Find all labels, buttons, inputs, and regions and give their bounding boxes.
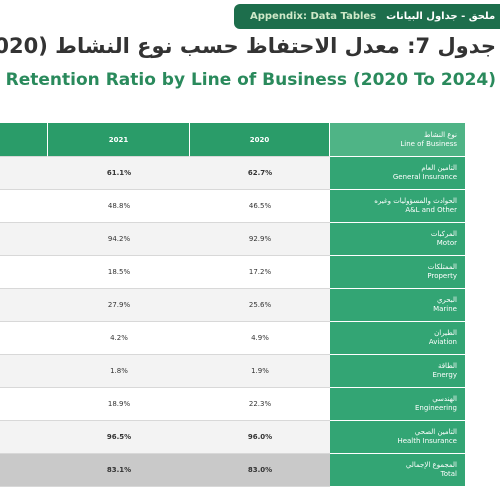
row-label-english: Engineering bbox=[415, 404, 457, 412]
row-label-english: Motor bbox=[436, 239, 457, 247]
row-label-english: Marine bbox=[433, 305, 457, 313]
value-cell: 46.5% bbox=[190, 190, 330, 223]
value-cell: 25.6% bbox=[190, 289, 330, 322]
row-cell bbox=[0, 256, 48, 289]
row-label-arabic: الممتلكات bbox=[427, 263, 457, 271]
value-cell: 4.2% bbox=[48, 322, 190, 355]
label-header: نوع النشاط Line of Business bbox=[330, 123, 465, 157]
row-label: الهندسي Engineering bbox=[330, 388, 465, 421]
value-cell: 1.9% bbox=[190, 355, 330, 388]
row-label: المجموع الإجمالي Total bbox=[330, 454, 465, 487]
row-cell bbox=[0, 421, 48, 454]
value-cell: 48.8% bbox=[48, 190, 190, 223]
row-label-arabic: التامين الصحي bbox=[414, 428, 457, 436]
row-cell bbox=[0, 223, 48, 256]
value-cell: 94.2% bbox=[48, 223, 190, 256]
value-cell: 4.9% bbox=[190, 322, 330, 355]
header-english: Appendix: Data Tables bbox=[250, 11, 377, 22]
label-header-english: Line of Business bbox=[400, 139, 457, 148]
row-label: الحوادث والمسؤوليات وغيره A&L and Other bbox=[330, 190, 465, 223]
row-label-english: Property bbox=[427, 272, 457, 280]
row-cell bbox=[0, 157, 48, 190]
row-cell bbox=[0, 190, 48, 223]
row-label-arabic: الطاقة bbox=[437, 362, 457, 370]
row-label: الممتلكات Property bbox=[330, 256, 465, 289]
value-cell: 17.2% bbox=[190, 256, 330, 289]
row-label-arabic: الطيران bbox=[434, 329, 457, 337]
column-header: 2020 bbox=[190, 123, 330, 157]
value-cell: 62.7% bbox=[190, 157, 330, 190]
value-cell: 18.5% bbox=[48, 256, 190, 289]
value-cell: 61.1% bbox=[48, 157, 190, 190]
value-cell: 83.0% bbox=[190, 454, 330, 487]
row-label: الطيران Aviation bbox=[330, 322, 465, 355]
row-label-arabic: الهندسي bbox=[432, 395, 457, 403]
value-cell: 18.9% bbox=[48, 388, 190, 421]
row-label-arabic: التامين العام bbox=[421, 164, 457, 172]
row-cell bbox=[0, 289, 48, 322]
label-header-arabic: نوع النشاط bbox=[423, 130, 457, 139]
row-label: التامين العام General Insurance bbox=[330, 157, 465, 190]
row-label-arabic: المركبات bbox=[430, 230, 457, 238]
value-cell: 96.0% bbox=[190, 421, 330, 454]
row-label: التامين الصحي Health Insurance bbox=[330, 421, 465, 454]
row-cell bbox=[0, 322, 48, 355]
row-label-english: Energy bbox=[432, 371, 457, 379]
value-cell: 83.1% bbox=[48, 454, 190, 487]
value-cell: 92.9% bbox=[190, 223, 330, 256]
row-label-english: Health Insurance bbox=[397, 437, 457, 445]
value-cell: 27.9% bbox=[48, 289, 190, 322]
header-arabic: ملحق - جداول البيانات bbox=[386, 11, 496, 22]
row-label-arabic: المجموع الإجمالي bbox=[405, 461, 457, 469]
row-label: الطاقة Energy bbox=[330, 355, 465, 388]
row-label-english: A&L and Other bbox=[405, 206, 457, 214]
row-label-english: Aviation bbox=[428, 338, 457, 346]
row-label-arabic: البحري bbox=[436, 296, 457, 304]
column-header: 2021 bbox=[48, 123, 190, 157]
value-cell: 96.5% bbox=[48, 421, 190, 454]
row-cell bbox=[0, 388, 48, 421]
row-label: المركبات Motor bbox=[330, 223, 465, 256]
row-label: البحري Marine bbox=[330, 289, 465, 322]
row-cell bbox=[0, 355, 48, 388]
value-cell: 1.8% bbox=[48, 355, 190, 388]
title-arabic: جدول 7: معدل الاحتفاظ حسب نوع النشاط (20… bbox=[0, 34, 496, 58]
title-english: 7: Retention Ratio by Line of Business (… bbox=[0, 70, 496, 90]
section-header: Appendix: Data Tables ملحق - جداول البيا… bbox=[234, 4, 500, 29]
row-label-english: Total bbox=[440, 470, 457, 478]
row-label-english: General Insurance bbox=[392, 173, 457, 181]
row-label-arabic: الحوادث والمسؤوليات وغيره bbox=[374, 197, 457, 205]
row-cell bbox=[0, 454, 48, 487]
header-cell bbox=[0, 123, 48, 157]
value-cell: 22.3% bbox=[190, 388, 330, 421]
